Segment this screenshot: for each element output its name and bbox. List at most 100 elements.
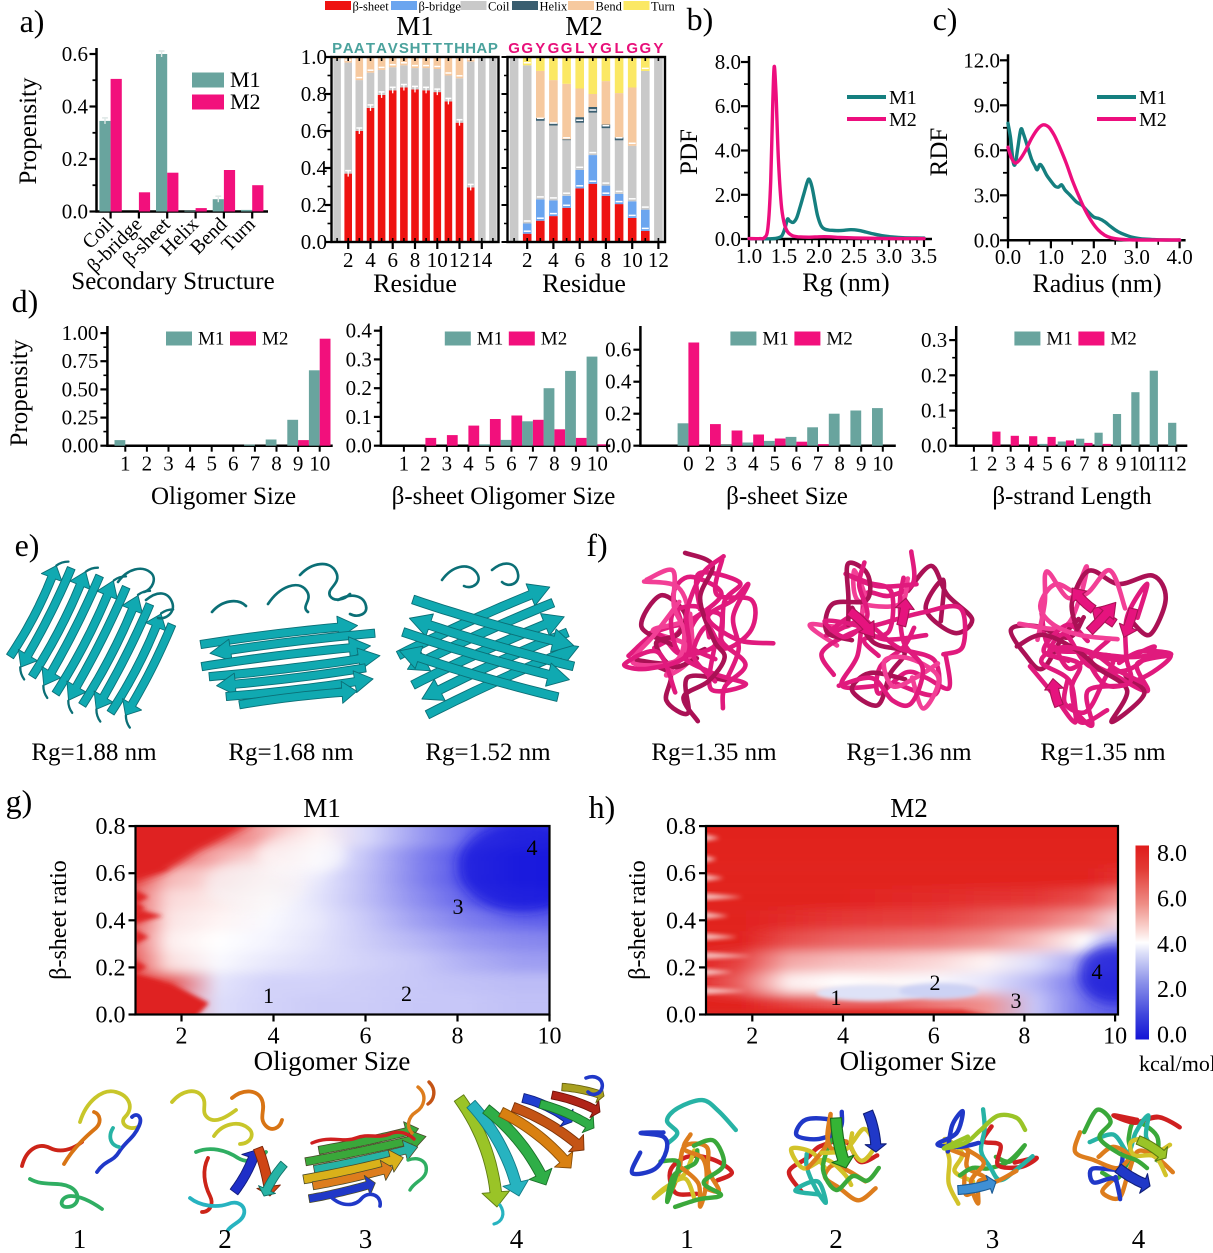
svg-text:M1: M1 — [1046, 329, 1072, 350]
svg-text:1: 1 — [831, 985, 842, 1010]
svg-text:β-bridge: β-bridge — [419, 0, 462, 14]
svg-text:M2: M2 — [541, 329, 567, 350]
svg-text:0.25: 0.25 — [62, 406, 99, 430]
svg-text:P: P — [332, 40, 342, 57]
svg-text:1: 1 — [263, 983, 274, 1008]
svg-text:T: T — [422, 40, 431, 57]
svg-text:A: A — [343, 40, 354, 57]
svg-text:H: H — [410, 40, 421, 57]
svg-text:PDF: PDF — [676, 129, 703, 175]
svg-text:2: 2 — [420, 452, 431, 476]
svg-text:2.0: 2.0 — [715, 183, 741, 207]
svg-text:10: 10 — [622, 248, 643, 272]
svg-text:Rg=1.68 nm: Rg=1.68 nm — [228, 739, 354, 766]
svg-text:0.0: 0.0 — [301, 230, 327, 254]
svg-text:4: 4 — [1024, 452, 1035, 476]
svg-text:10: 10 — [538, 1024, 562, 1050]
svg-text:4: 4 — [548, 248, 559, 272]
svg-text:M2: M2 — [1110, 329, 1136, 350]
svg-text:G: G — [626, 40, 638, 57]
svg-text:G: G — [548, 40, 560, 57]
svg-text:9.0: 9.0 — [974, 93, 1000, 117]
svg-text:12: 12 — [1166, 452, 1187, 476]
svg-text:Oligomer Size: Oligomer Size — [254, 1046, 411, 1076]
svg-text:4: 4 — [527, 835, 538, 860]
svg-text:0.6: 0.6 — [301, 119, 327, 143]
svg-text:4: 4 — [268, 1024, 280, 1050]
svg-text:0.0: 0.0 — [1157, 1023, 1187, 1049]
svg-text:Propensity: Propensity — [15, 77, 42, 184]
svg-text:M1: M1 — [396, 11, 434, 41]
svg-text:M2: M2 — [565, 11, 603, 41]
svg-text:3: 3 — [442, 452, 453, 476]
svg-text:5: 5 — [206, 452, 217, 476]
svg-text:6.0: 6.0 — [715, 94, 741, 118]
svg-text:M2: M2 — [262, 329, 288, 350]
svg-text:2: 2 — [746, 1024, 758, 1050]
svg-text:9: 9 — [856, 452, 867, 476]
svg-text:10: 10 — [309, 452, 330, 476]
svg-text:1: 1 — [399, 452, 410, 476]
svg-text:0.2: 0.2 — [96, 955, 126, 981]
svg-text:0.6: 0.6 — [96, 861, 126, 887]
svg-text:Rg=1.36 nm: Rg=1.36 nm — [846, 739, 972, 766]
svg-text:9: 9 — [571, 452, 582, 476]
svg-text:M1: M1 — [477, 329, 503, 350]
svg-text:0.2: 0.2 — [62, 147, 88, 171]
svg-text:5: 5 — [770, 452, 781, 476]
svg-text:Helix: Helix — [540, 0, 569, 14]
svg-text:0.4: 0.4 — [301, 156, 328, 180]
svg-text:Propensity: Propensity — [6, 339, 33, 446]
svg-text:0.0: 0.0 — [346, 434, 372, 458]
svg-text:Y: Y — [535, 40, 545, 57]
svg-text:6: 6 — [387, 248, 398, 272]
svg-text:L: L — [615, 40, 624, 57]
svg-text:A: A — [476, 40, 487, 57]
svg-text:0.8: 0.8 — [301, 82, 327, 106]
svg-text:0.0: 0.0 — [96, 1003, 126, 1029]
svg-text:A: A — [354, 40, 365, 57]
svg-text:0.2: 0.2 — [921, 363, 947, 387]
svg-text:6.0: 6.0 — [974, 138, 1000, 162]
svg-text:1: 1 — [680, 1224, 694, 1253]
svg-text:M1: M1 — [762, 329, 788, 350]
svg-text:0.2: 0.2 — [605, 402, 631, 426]
svg-text:2: 2 — [705, 452, 716, 476]
svg-text:0.00: 0.00 — [62, 434, 99, 458]
svg-text:1: 1 — [120, 452, 131, 476]
svg-text:8: 8 — [452, 1024, 464, 1050]
svg-text:3.0: 3.0 — [974, 183, 1000, 207]
svg-text:T: T — [444, 40, 453, 57]
svg-text:S: S — [399, 40, 409, 57]
svg-text:1.0: 1.0 — [301, 45, 327, 69]
svg-text:A: A — [376, 40, 387, 57]
svg-text:10: 10 — [1129, 452, 1150, 476]
svg-text:0.2: 0.2 — [666, 955, 696, 981]
svg-text:4: 4 — [463, 452, 474, 476]
svg-text:8: 8 — [1097, 452, 1108, 476]
svg-text:2.5: 2.5 — [841, 244, 867, 268]
svg-text:Radius (nm): Radius (nm) — [1032, 269, 1161, 298]
svg-text:7: 7 — [1079, 452, 1090, 476]
svg-text:f): f) — [586, 527, 607, 563]
svg-text:3.0: 3.0 — [1124, 245, 1150, 269]
svg-text:3.5: 3.5 — [911, 244, 937, 268]
svg-text:0.3: 0.3 — [921, 328, 947, 352]
svg-text:1: 1 — [969, 452, 980, 476]
svg-text:0.4: 0.4 — [62, 95, 89, 119]
svg-text:P: P — [488, 40, 498, 57]
svg-text:0.75: 0.75 — [62, 349, 99, 373]
svg-text:Oligomer Size: Oligomer Size — [840, 1046, 997, 1076]
svg-text:5: 5 — [1042, 452, 1053, 476]
svg-text:1.00: 1.00 — [62, 321, 99, 345]
svg-text:2: 2 — [401, 981, 412, 1006]
svg-text:M2: M2 — [230, 89, 261, 114]
svg-text:6: 6 — [1061, 452, 1072, 476]
svg-text:M1: M1 — [889, 87, 917, 109]
svg-text:6: 6 — [228, 452, 239, 476]
svg-text:V: V — [388, 40, 398, 57]
svg-text:0.1: 0.1 — [346, 405, 372, 429]
svg-text:8: 8 — [834, 452, 845, 476]
svg-text:0.8: 0.8 — [666, 814, 696, 840]
svg-text:2: 2 — [343, 248, 354, 272]
